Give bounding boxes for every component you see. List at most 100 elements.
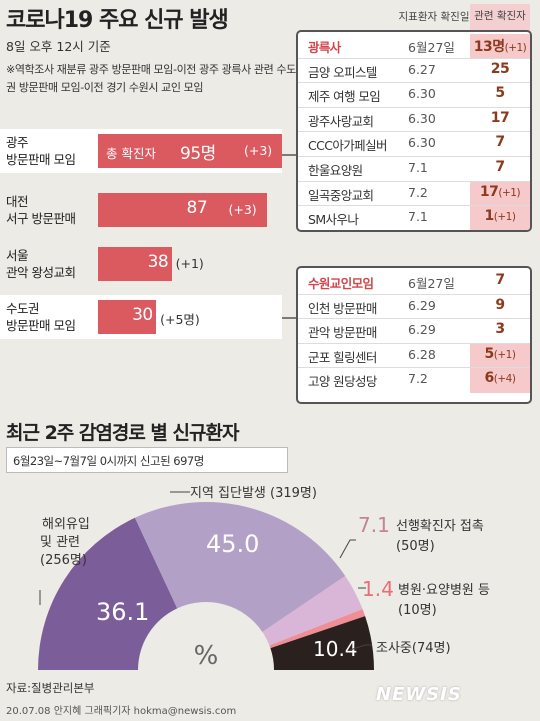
bar bbox=[98, 193, 267, 227]
cluster-count: 9 bbox=[470, 295, 530, 319]
cluster-count-delta: (+1) bbox=[493, 348, 516, 361]
cluster-count-value: 13명 bbox=[473, 39, 505, 55]
bar-value-label: 38 bbox=[147, 252, 169, 272]
slice-name-label: 및 관련 bbox=[40, 535, 80, 550]
donut-slice bbox=[262, 576, 363, 646]
cluster-name: 고양 원당성당 bbox=[308, 374, 377, 390]
donut-center-label: % bbox=[194, 641, 219, 671]
bar-delta-label: (+3) bbox=[228, 202, 257, 217]
bar-category-line2: 서구 방문판매 bbox=[6, 211, 76, 226]
cluster-row: 수원교인모임 6월27일 7 bbox=[298, 270, 530, 295]
cluster-date: 7.2 bbox=[408, 371, 428, 387]
cluster-date: 6.30 bbox=[408, 110, 436, 126]
slice-value-label: 10.4 bbox=[313, 637, 358, 661]
slice-value-label: 45.0 bbox=[206, 530, 259, 558]
cluster-row: 일곡중앙교회 7.2 17(+1) bbox=[298, 181, 530, 207]
donut-title: 최근 2주 감염경로 별 신규환자 bbox=[6, 422, 239, 444]
cluster-date: 6.30 bbox=[408, 86, 436, 102]
cluster-name: 금양 오피스텔 bbox=[308, 64, 377, 80]
cluster-date: 7.2 bbox=[408, 184, 428, 200]
donut-slice bbox=[270, 616, 374, 670]
cluster-row: 고양 원당성당 7.2 6(+4) bbox=[298, 368, 530, 393]
cluster-date: 7.1 bbox=[408, 209, 428, 225]
bar-value-label: 87 bbox=[186, 198, 208, 218]
credit-label: 20.07.08 안지혜 그래픽기자 hokma@newsis.com bbox=[6, 706, 237, 717]
donut-slice bbox=[269, 609, 366, 649]
cluster-name: 관악 방문판매 bbox=[308, 325, 377, 341]
cluster-count: 5(+1) bbox=[470, 343, 530, 368]
cluster-date: 6.27 bbox=[408, 61, 436, 77]
cluster-name: 인천 방문판매 bbox=[308, 300, 377, 316]
cluster-count-value: 17 bbox=[490, 109, 510, 126]
cluster-count: 7 bbox=[470, 157, 530, 181]
bar-category-label: 광주 방문판매 모임 bbox=[6, 134, 76, 168]
cluster-row: CCC아가페실버 6.30 7 bbox=[298, 132, 530, 157]
cluster-name: 일곡중앙교회 bbox=[308, 187, 374, 203]
slice-count-label: (50명) bbox=[396, 539, 435, 554]
bar-category-line2: 관악 왕성교회 bbox=[6, 265, 76, 280]
cluster-count-value: 25 bbox=[490, 60, 510, 77]
bar-value-label: 95명 bbox=[180, 144, 216, 164]
cluster-row: 군포 힐링센터 6.28 5(+1) bbox=[298, 343, 530, 369]
cluster-count-value: 9 bbox=[495, 296, 505, 313]
cluster-count: 5 bbox=[470, 83, 530, 107]
cluster-count: 6(+4) bbox=[470, 368, 530, 393]
cluster-count: 7 bbox=[470, 132, 530, 156]
slice-count-label: (10명) bbox=[398, 603, 437, 618]
bar bbox=[98, 247, 172, 281]
slice-name-label: 병원·요양병원 등 bbox=[398, 583, 490, 598]
cluster-count-value: 7 bbox=[495, 134, 505, 151]
cluster-count-value: 1 bbox=[484, 208, 495, 225]
bar-category-line1: 서울 bbox=[6, 248, 29, 263]
col-header-date: 지표환자 확진일 bbox=[398, 11, 470, 23]
bar-inner-label: 총 확진자 bbox=[106, 146, 156, 161]
cluster-row: SM사우나 7.1 1(+1) bbox=[298, 206, 530, 230]
cluster-row: 한울요양원 7.1 7 bbox=[298, 157, 530, 182]
bar-category-line2: 방문판매 모임 bbox=[6, 318, 76, 333]
source-label: 자료:질병관리본부 bbox=[6, 681, 95, 695]
cluster-count-value: 6 bbox=[484, 370, 495, 387]
cluster-count: 17 bbox=[470, 108, 530, 132]
cluster-name: SM사우나 bbox=[308, 212, 359, 228]
bar: 총 확진자 bbox=[98, 134, 282, 168]
cluster-count-delta: (+1) bbox=[504, 42, 527, 54]
donut-slice bbox=[38, 517, 178, 670]
cluster-name: 광주사랑교회 bbox=[308, 113, 374, 129]
cluster-count: 1(+1) bbox=[470, 206, 530, 230]
cluster-row: 제주 여행 모임 6.30 5 bbox=[298, 83, 530, 108]
cluster-date: 6월27일 bbox=[408, 276, 455, 291]
cluster-date: 6.28 bbox=[408, 346, 436, 362]
cluster-date: 6.29 bbox=[408, 322, 436, 338]
slice-name-label: 지역 집단발생 (319명) bbox=[190, 486, 317, 501]
cluster-date: 6.30 bbox=[408, 135, 436, 151]
leader-line bbox=[349, 644, 372, 651]
cluster-date: 6.29 bbox=[408, 297, 436, 313]
bar-value-label: 30 bbox=[132, 305, 153, 325]
connector-lines bbox=[282, 154, 296, 319]
cluster-count: 13명(+1) bbox=[470, 34, 530, 58]
bar-delta-label: (+1) bbox=[175, 256, 204, 271]
cluster-count: 17(+1) bbox=[470, 181, 530, 206]
cluster-count-value: 17 bbox=[479, 183, 499, 200]
donut-slice bbox=[134, 502, 346, 632]
cluster-count-delta: (+1) bbox=[493, 211, 516, 224]
cluster-row: 광주사랑교회 6.30 17 bbox=[298, 108, 530, 133]
bar-category-line1: 대전 bbox=[6, 194, 29, 209]
slice-name-label: 해외유입 bbox=[42, 517, 90, 532]
date-label: 8일 오후 12시 기준 bbox=[6, 39, 111, 54]
note-text: ※역학조사 재분류 광주 방문판매 모임-이전 광주 광륵사 관련 수도권 방문… bbox=[6, 63, 296, 94]
bar-delta-label: (+3) bbox=[244, 143, 273, 158]
newsis-logo: NEWSIS bbox=[376, 684, 462, 705]
cluster-row: 관악 방문판매 6.29 3 bbox=[298, 319, 530, 344]
slice-count-label: (256명) bbox=[40, 553, 87, 568]
cluster-row: 금양 오피스텔 6.27 25 bbox=[298, 59, 530, 84]
slice-value-label: 1.4 bbox=[362, 577, 394, 601]
cluster-count: 7 bbox=[470, 270, 530, 294]
slice-name-label: 조사중(74명) bbox=[376, 641, 451, 656]
cluster-name: CCC아가페실버 bbox=[308, 138, 387, 154]
cluster-count-delta: (+4) bbox=[493, 373, 516, 386]
cluster-row: 광륵사 6월27일 13명(+1) bbox=[298, 34, 530, 59]
bar-category-line1: 수도권 bbox=[6, 301, 40, 316]
slice-value-label: 7.1 bbox=[358, 513, 390, 537]
